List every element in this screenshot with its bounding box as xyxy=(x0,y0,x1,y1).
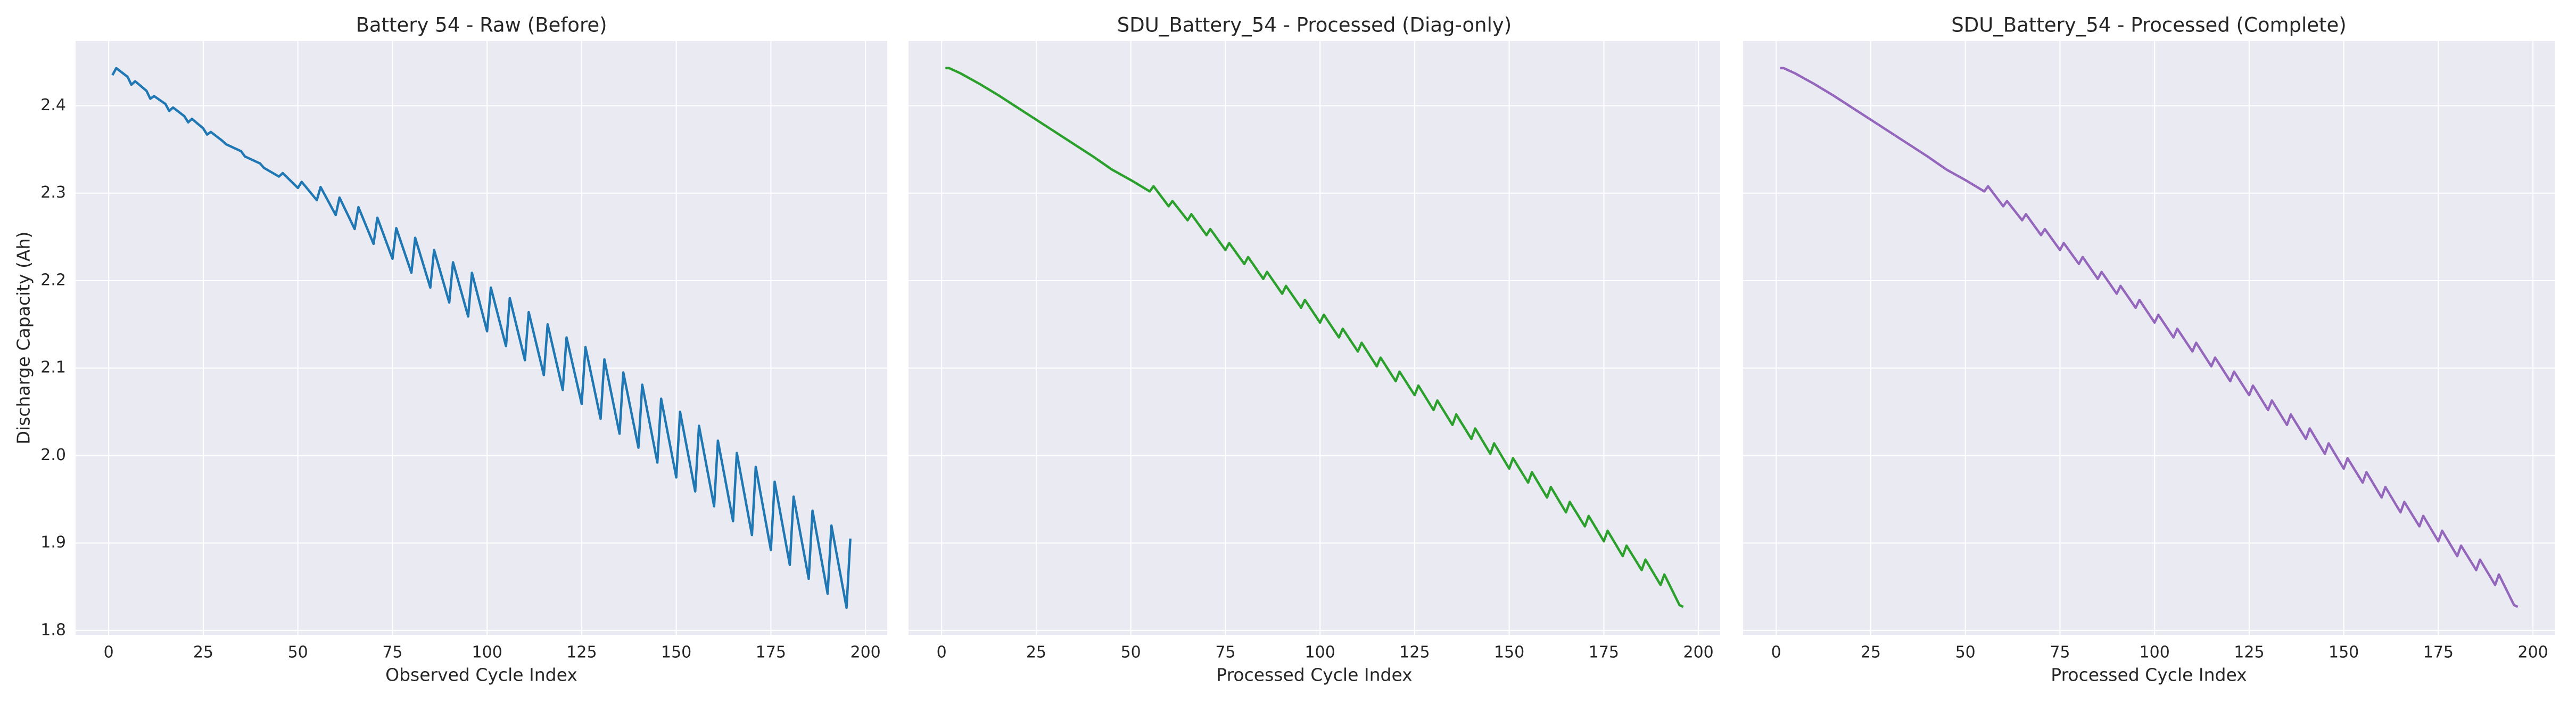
x-tick-label: 200 xyxy=(850,643,880,662)
x-tick-label: 175 xyxy=(2423,643,2454,662)
y-tick-label: 2.4 xyxy=(40,96,66,115)
x-tick-label: 200 xyxy=(1683,643,1713,662)
x-tick-label: 0 xyxy=(1771,643,1781,662)
y-tick-label: 2.0 xyxy=(40,446,66,464)
x-tick-label: 75 xyxy=(382,643,402,662)
subplot-title: SDU_Battery_54 - Processed (Diag-only) xyxy=(1117,14,1512,37)
x-tick-label: 125 xyxy=(1399,643,1430,662)
subplot-title: Battery 54 - Raw (Before) xyxy=(356,14,607,37)
y-tick-label: 2.3 xyxy=(40,183,66,202)
x-tick-label: 75 xyxy=(2050,643,2070,662)
y-tick-label: 1.8 xyxy=(40,620,66,639)
x-tick-label: 25 xyxy=(1861,643,1881,662)
plot-background xyxy=(1743,41,2555,635)
x-tick-label: 175 xyxy=(756,643,786,662)
x-axis-label: Observed Cycle Index xyxy=(385,665,577,685)
subplot: 1.8 1.9 2.0 2.1 2.2 2.3 2.4 0 25 50 75 100 125 150 175… xyxy=(13,14,887,685)
x-axis-label: Processed Cycle Index xyxy=(1216,665,1412,685)
x-tick-label: 125 xyxy=(566,643,597,662)
x-tick-label: 175 xyxy=(1589,643,1619,662)
x-tick-label: 25 xyxy=(1026,643,1046,662)
y-axis-label: Discharge Capacity (Ah) xyxy=(13,232,34,445)
y-tick-label: 2.2 xyxy=(40,271,66,289)
data-line xyxy=(945,67,1684,608)
y-tick-label: 1.9 xyxy=(40,533,66,552)
x-tick-label: 0 xyxy=(104,643,114,662)
x-axis-label: Processed Cycle Index xyxy=(2051,665,2247,685)
x-tick-label: 75 xyxy=(1215,643,1235,662)
data-line xyxy=(1780,67,2519,608)
x-tick-label: 50 xyxy=(1955,643,1976,662)
x-tick-label: 100 xyxy=(1305,643,1335,662)
plot-background xyxy=(76,41,887,635)
subplot-title: SDU_Battery_54 - Processed (Complete) xyxy=(1951,14,2347,37)
subplot: 0 25 50 75 100 125 150 175 200 SDU_Battery_54 - P… xyxy=(909,14,1720,685)
data-line xyxy=(111,67,852,609)
y-tick-label: 2.1 xyxy=(40,358,66,377)
plot-background xyxy=(909,41,1720,635)
x-tick-label: 150 xyxy=(661,643,691,662)
x-tick-label: 100 xyxy=(472,643,502,662)
subplot: 0 25 50 75 100 125 150 175 200 SDU_Battery_54 - P… xyxy=(1743,14,2555,685)
x-tick-label: 100 xyxy=(2140,643,2170,662)
x-tick-label: 50 xyxy=(1121,643,1141,662)
x-tick-label: 125 xyxy=(2234,643,2264,662)
x-tick-label: 150 xyxy=(2329,643,2359,662)
x-tick-label: 150 xyxy=(1494,643,1524,662)
x-tick-label: 50 xyxy=(288,643,308,662)
x-tick-label: 200 xyxy=(2517,643,2548,662)
x-tick-label: 0 xyxy=(937,643,947,662)
x-tick-label: 25 xyxy=(193,643,213,662)
